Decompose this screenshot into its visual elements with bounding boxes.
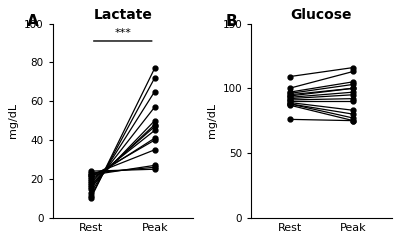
Title: Glucose: Glucose bbox=[291, 8, 352, 22]
Text: A: A bbox=[27, 14, 39, 29]
Title: Lactate: Lactate bbox=[93, 8, 152, 22]
Y-axis label: mg/dL: mg/dL bbox=[207, 103, 217, 138]
Text: ***: *** bbox=[114, 28, 131, 38]
Y-axis label: mg/dL: mg/dL bbox=[8, 103, 18, 138]
Text: B: B bbox=[226, 14, 238, 29]
